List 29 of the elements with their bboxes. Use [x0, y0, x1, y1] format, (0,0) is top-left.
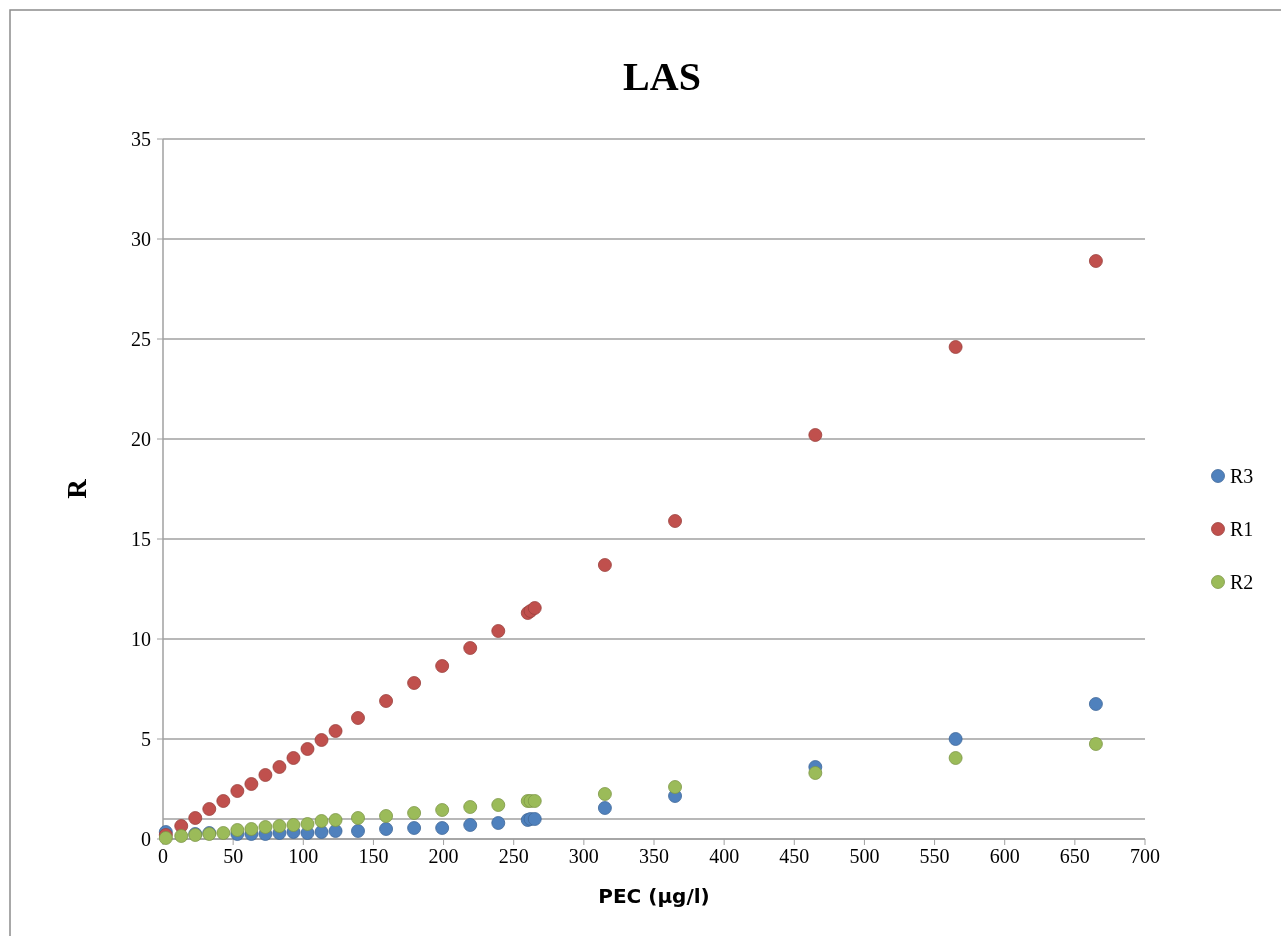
x-tick-label: 700	[1130, 845, 1160, 867]
x-tick-label: 0	[158, 845, 168, 867]
chart-title: LAS	[623, 54, 701, 99]
x-tick-label: 200	[428, 845, 459, 867]
y-axis-title: R	[62, 478, 92, 499]
x-tick-label: 50	[223, 845, 244, 867]
legend-label: R1	[1230, 518, 1254, 540]
y-tick-label: 30	[131, 228, 151, 250]
x-tick-label: 450	[779, 845, 810, 867]
legend-label: R3	[1230, 465, 1254, 487]
x-tick-label: 500	[849, 845, 880, 867]
x-tick-label: 150	[358, 845, 389, 867]
y-tick-label: 10	[131, 628, 151, 650]
x-tick-label: 400	[709, 845, 740, 867]
legend-label: R2	[1230, 571, 1254, 593]
x-tick-label: 250	[498, 845, 529, 867]
y-tick-label: 20	[131, 428, 151, 450]
x-tick-label: 600	[989, 845, 1020, 867]
x-tick-label: 550	[919, 845, 950, 867]
x-tick-label: 300	[568, 845, 599, 867]
y-tick-label: 15	[131, 528, 151, 550]
y-tick-label: 35	[131, 128, 151, 150]
y-tick-label: 5	[141, 728, 151, 750]
y-tick-label: 25	[131, 328, 151, 350]
x-axis-title: PEC (µg/l)	[598, 884, 710, 908]
x-tick-label: 100	[288, 845, 319, 867]
x-tick-label: 650	[1059, 845, 1090, 867]
y-tick-label: 0	[141, 828, 151, 850]
x-tick-label: 350	[639, 845, 669, 867]
